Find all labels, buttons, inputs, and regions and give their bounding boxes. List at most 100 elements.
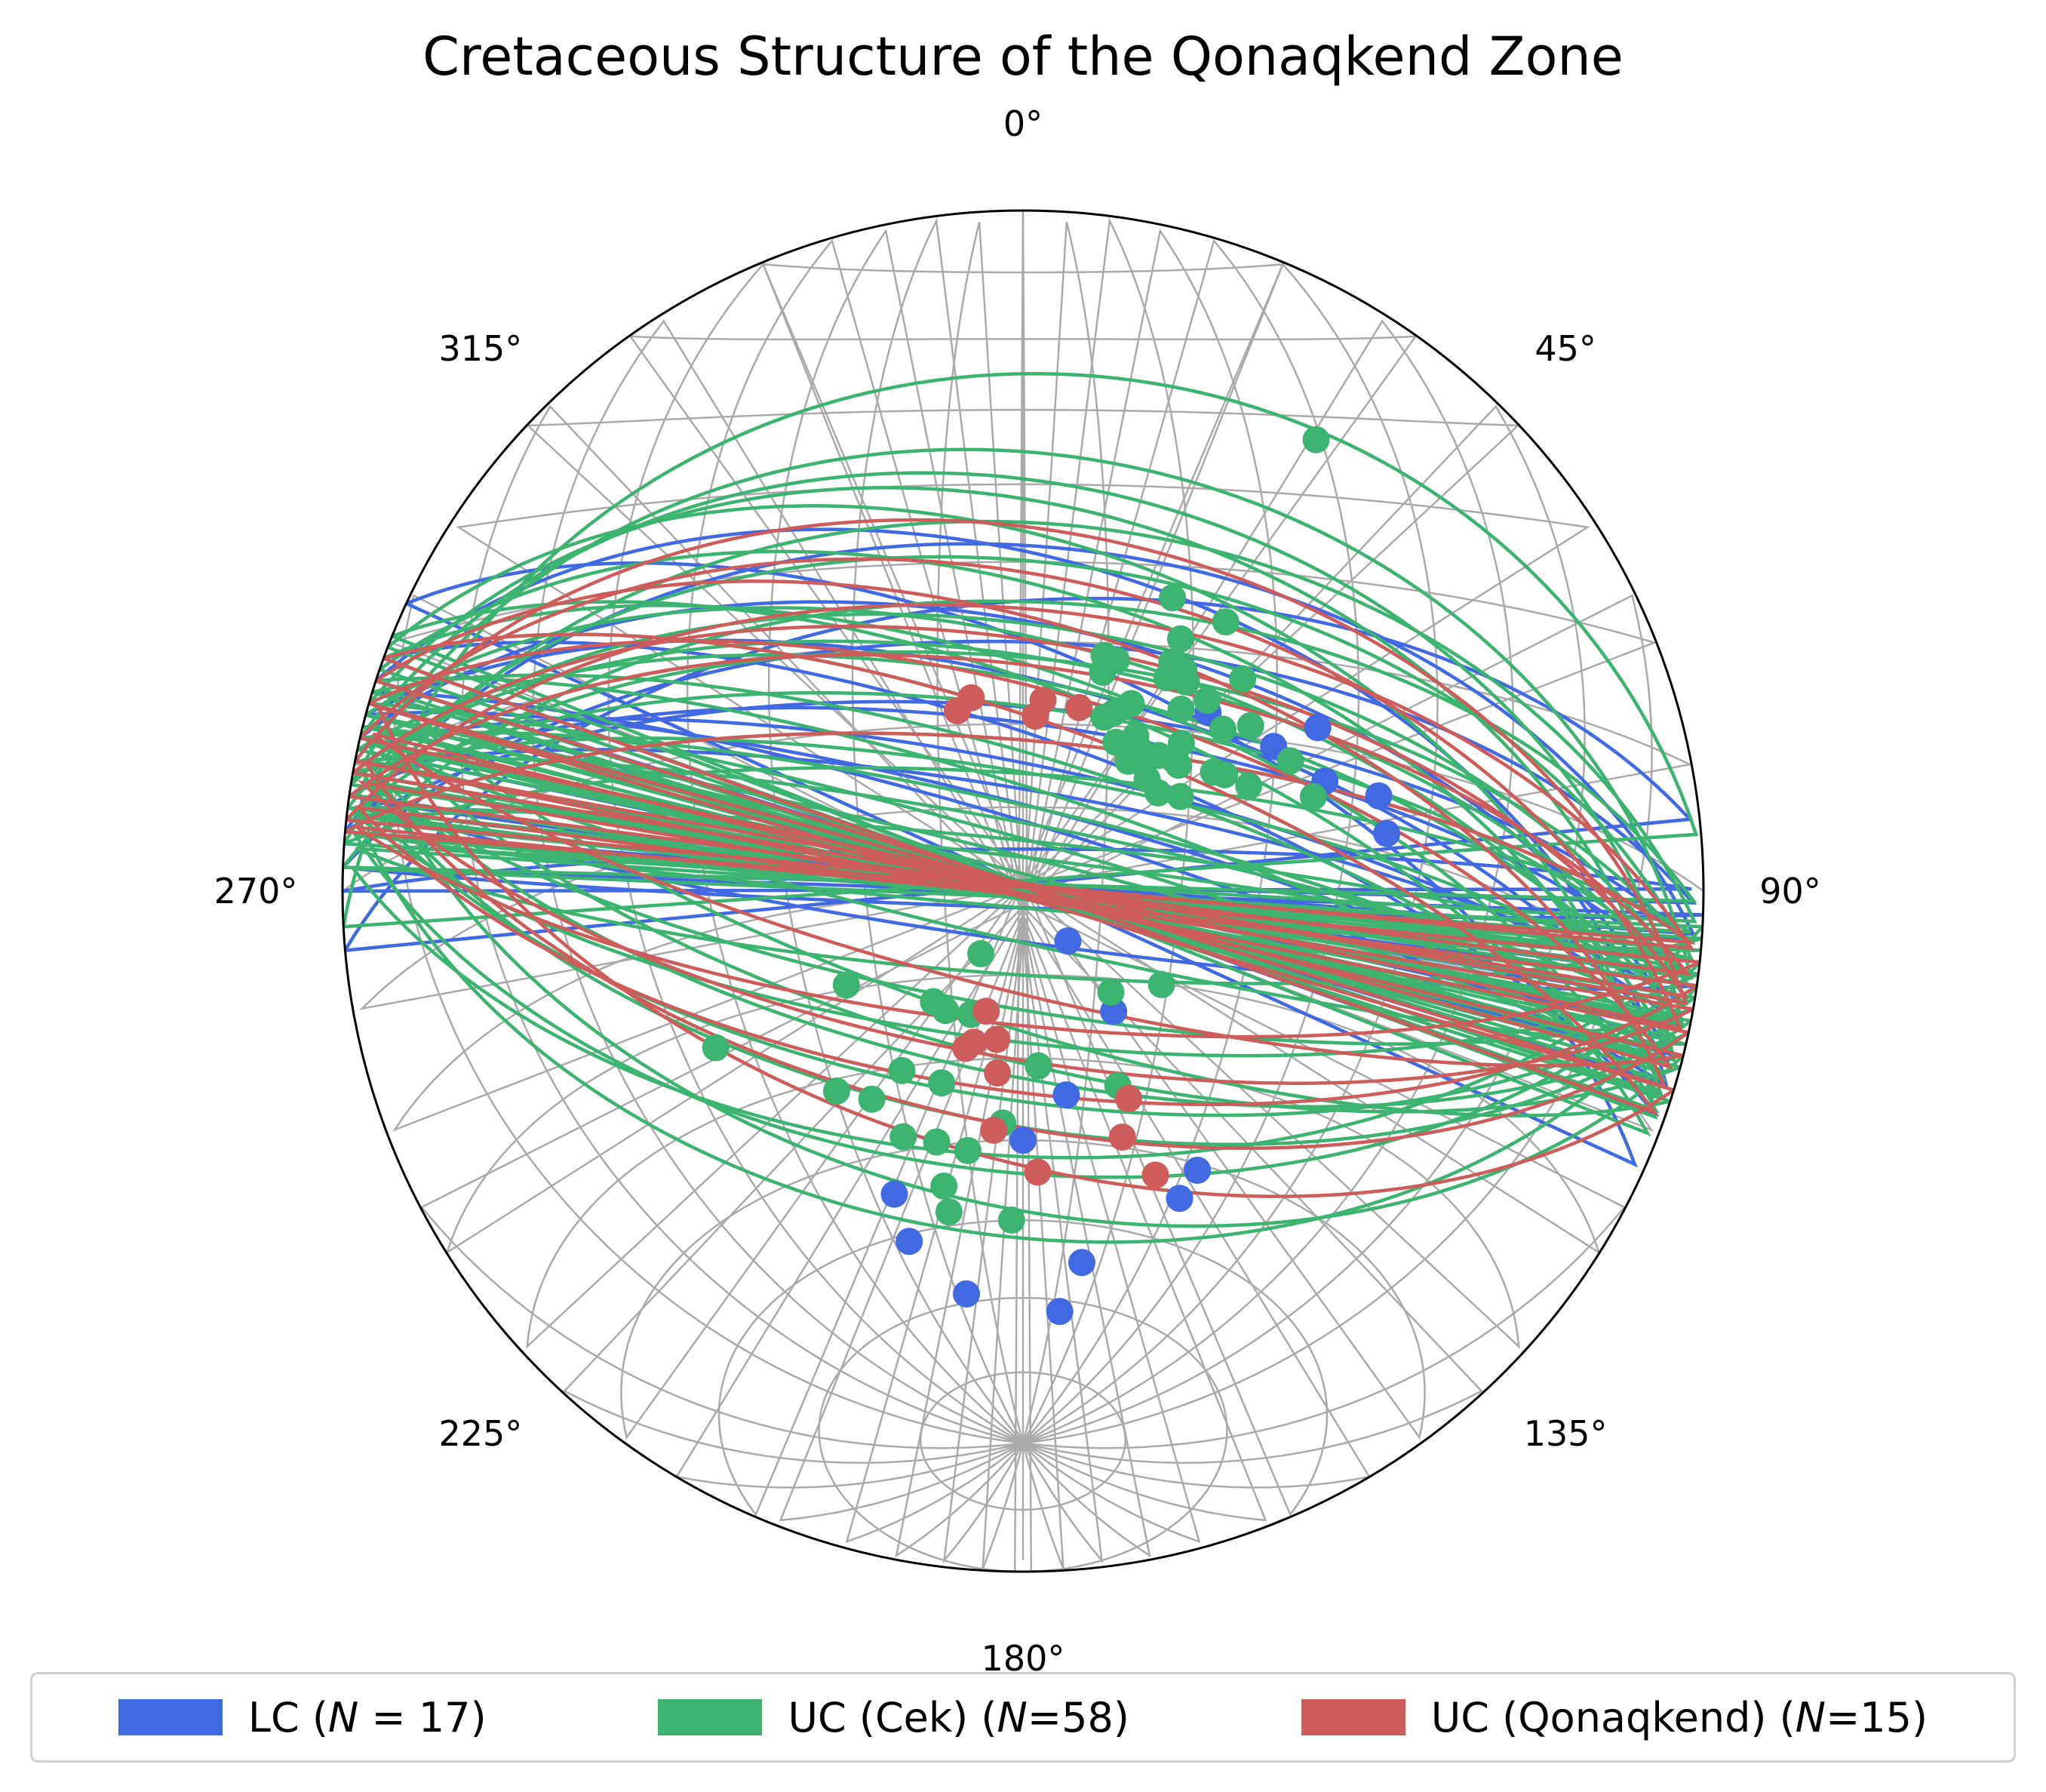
pole-point	[972, 997, 1000, 1025]
great-circle-arc	[345, 603, 1695, 951]
pole-point	[1209, 715, 1237, 743]
grid-parallel	[445, 483, 1601, 1255]
primitive-circle	[341, 209, 1705, 1573]
legend-label-uc-qonaqkend: UC (Qonaqkend) (N=15)	[1430, 1693, 1928, 1741]
pole-point	[1009, 1127, 1037, 1154]
pole-point	[702, 1034, 730, 1062]
pole-point	[983, 1025, 1011, 1053]
pole-point	[980, 1117, 1008, 1144]
pole-point	[1373, 819, 1401, 847]
great-circle-arc	[349, 612, 1691, 986]
pole-point	[1068, 1249, 1095, 1277]
great-circle-arc	[346, 555, 1694, 961]
pole-point	[1052, 1081, 1080, 1109]
pole-point	[1276, 747, 1304, 775]
legend: LC (N = 17) UC (Cek) (N=58) UC (Qonaqken…	[30, 1672, 2016, 1763]
pole-point	[1299, 782, 1327, 810]
pole-point	[957, 684, 985, 712]
great-circle-arc	[351, 831, 1701, 1179]
pole-point	[1229, 665, 1257, 693]
pole-point	[1166, 1185, 1194, 1213]
grid-parallel	[818, 211, 1228, 1572]
pole-point	[954, 1136, 982, 1164]
pole-point	[858, 1085, 886, 1113]
pole-point	[935, 1198, 963, 1226]
pole-point	[1166, 782, 1194, 810]
grid-parallel	[550, 1057, 1496, 1264]
pole-point	[880, 1180, 908, 1208]
pole-point	[984, 1059, 1012, 1087]
chart-title: Cretaceous Structure of the Qonaqkend Zo…	[422, 26, 1624, 88]
pole-point	[1089, 659, 1117, 686]
pole-point	[889, 1123, 917, 1151]
great-circle-arc	[353, 810, 1698, 1244]
azimuth-label-270: 270°	[214, 871, 298, 911]
grid-parallel	[920, 1435, 1126, 1511]
pole-point	[1108, 1123, 1136, 1151]
pole-point	[1144, 779, 1172, 807]
pole-point	[953, 1280, 980, 1308]
pole-point	[1024, 1158, 1052, 1186]
pole-point	[1117, 690, 1145, 718]
azimuth-label-45: 45°	[1534, 327, 1596, 369]
pole-point	[1184, 1157, 1212, 1184]
pole-point	[930, 1173, 958, 1200]
pole-point	[1212, 608, 1240, 636]
great-circle-arc	[382, 632, 1660, 1117]
great-circle-arc	[349, 447, 1694, 980]
legend-label-lc: LC (N = 17)	[247, 1693, 487, 1741]
pole-point	[928, 1069, 956, 1097]
pole-point	[1115, 1085, 1143, 1112]
pole-point	[1194, 687, 1221, 715]
pole-point	[1159, 584, 1187, 612]
pole-point	[1141, 1161, 1169, 1189]
pole-point	[1302, 426, 1330, 453]
azimuth-label-135: 135°	[1523, 1413, 1608, 1455]
legend-item-uc-cek: UC (Cek) (N=58)	[658, 1694, 1129, 1741]
great-circle-arc	[344, 731, 1697, 945]
pole-point	[952, 1034, 980, 1062]
pole-point	[1153, 664, 1181, 692]
pole-point	[1235, 772, 1263, 800]
pole-point	[1054, 927, 1082, 955]
grid-parallel	[525, 408, 1521, 1349]
grid-parallel	[819, 1296, 1227, 1415]
legend-label-uc-cek: UC (Cek) (N=58)	[788, 1693, 1129, 1741]
great-circle-arc	[343, 599, 1697, 903]
azimuth-label-225: 225°	[438, 1413, 523, 1455]
great-circle-arc	[378, 549, 1665, 1099]
pole-point	[1114, 747, 1142, 775]
pole-point	[1147, 970, 1175, 998]
great-circle-arc	[343, 766, 1691, 934]
great-circle-arc	[346, 810, 1689, 961]
pole-point	[1365, 782, 1393, 810]
legend-swatch-lc	[118, 1699, 223, 1735]
great-circle-arc	[358, 557, 1683, 1031]
great-circle-arc	[357, 779, 1694, 1085]
pole-point	[1025, 1052, 1052, 1080]
pole-point	[923, 1128, 951, 1156]
great-circle-arc	[354, 804, 1698, 1107]
pole-point	[896, 1228, 923, 1256]
great-circle-arc	[374, 579, 1668, 1090]
pole-point	[832, 971, 860, 999]
pole-point	[1097, 979, 1125, 1006]
pole-point	[888, 1056, 916, 1084]
pole-point	[1029, 687, 1057, 715]
great-circle-arc	[353, 518, 1688, 1006]
pole-point	[1166, 625, 1194, 653]
azimuth-label-90: 90°	[1759, 871, 1821, 911]
pole-point	[1065, 693, 1093, 721]
legend-swatch-uc-cek	[658, 1699, 763, 1735]
pole-point	[1167, 696, 1195, 723]
pole-point	[1046, 1298, 1074, 1326]
legend-item-uc-qonaqkend: UC (Qonaqkend) (N=15)	[1301, 1694, 1928, 1741]
pole-point	[1237, 712, 1264, 739]
legend-swatch-uc-qonaqkend	[1301, 1699, 1405, 1735]
pole-point	[1160, 746, 1188, 773]
great-circle-arcs	[343, 371, 1703, 1244]
pole-point	[920, 988, 948, 1016]
great-circle-arc	[348, 653, 1692, 976]
